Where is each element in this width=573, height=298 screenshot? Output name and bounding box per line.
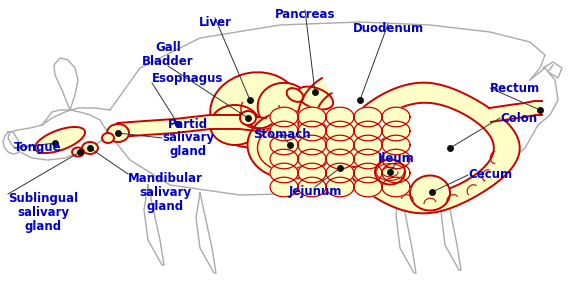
Text: Gall
Bladder: Gall Bladder xyxy=(142,41,194,68)
Text: Liver: Liver xyxy=(198,16,231,29)
Ellipse shape xyxy=(82,142,98,154)
Ellipse shape xyxy=(248,111,332,179)
Text: Stomach: Stomach xyxy=(253,128,311,142)
Polygon shape xyxy=(270,149,298,169)
Polygon shape xyxy=(298,163,326,183)
Text: Ileum: Ileum xyxy=(378,152,414,165)
Polygon shape xyxy=(382,107,410,127)
Ellipse shape xyxy=(297,87,333,109)
Polygon shape xyxy=(270,107,298,127)
Polygon shape xyxy=(354,135,382,155)
Polygon shape xyxy=(117,115,266,137)
Ellipse shape xyxy=(210,105,260,145)
Polygon shape xyxy=(382,121,410,141)
Polygon shape xyxy=(382,163,410,183)
Polygon shape xyxy=(354,121,382,141)
Polygon shape xyxy=(354,163,382,183)
Polygon shape xyxy=(298,121,326,141)
Ellipse shape xyxy=(286,88,303,102)
Ellipse shape xyxy=(102,133,114,143)
Text: Partid
salivary
gland: Partid salivary gland xyxy=(162,117,214,159)
Text: Tongue: Tongue xyxy=(14,142,62,154)
Polygon shape xyxy=(354,149,382,169)
Polygon shape xyxy=(340,83,520,213)
Polygon shape xyxy=(326,177,354,197)
Ellipse shape xyxy=(107,124,129,142)
Text: Jejunum: Jejunum xyxy=(288,185,342,198)
Polygon shape xyxy=(382,135,410,155)
Text: Rectum: Rectum xyxy=(490,81,540,94)
Polygon shape xyxy=(270,163,298,183)
Polygon shape xyxy=(366,103,494,193)
Ellipse shape xyxy=(72,148,84,156)
Polygon shape xyxy=(298,107,326,127)
Polygon shape xyxy=(326,163,354,183)
Text: Sublingual
salivary
gland: Sublingual salivary gland xyxy=(8,192,78,233)
Ellipse shape xyxy=(258,83,312,133)
Polygon shape xyxy=(382,177,410,197)
Polygon shape xyxy=(298,135,326,155)
Polygon shape xyxy=(298,78,405,167)
Polygon shape xyxy=(354,177,382,197)
Text: Esophagus: Esophagus xyxy=(152,72,223,85)
Ellipse shape xyxy=(210,72,300,148)
Polygon shape xyxy=(326,149,354,169)
Polygon shape xyxy=(35,127,85,153)
Polygon shape xyxy=(326,135,354,155)
Polygon shape xyxy=(489,101,542,122)
Polygon shape xyxy=(326,121,354,141)
Ellipse shape xyxy=(410,176,450,210)
Ellipse shape xyxy=(240,111,256,125)
Polygon shape xyxy=(270,177,298,197)
Polygon shape xyxy=(298,177,326,197)
Polygon shape xyxy=(382,149,410,169)
Text: Duodenum: Duodenum xyxy=(352,22,423,35)
Polygon shape xyxy=(298,149,326,169)
Polygon shape xyxy=(270,121,298,141)
Polygon shape xyxy=(354,107,382,127)
Ellipse shape xyxy=(375,159,405,184)
Polygon shape xyxy=(326,107,354,127)
Text: Cecum: Cecum xyxy=(468,168,512,181)
Polygon shape xyxy=(270,135,298,155)
Text: Pancreas: Pancreas xyxy=(274,8,335,21)
Text: Colon: Colon xyxy=(500,111,537,125)
Text: Mandibular
salivary
gland: Mandibular salivary gland xyxy=(128,172,203,213)
